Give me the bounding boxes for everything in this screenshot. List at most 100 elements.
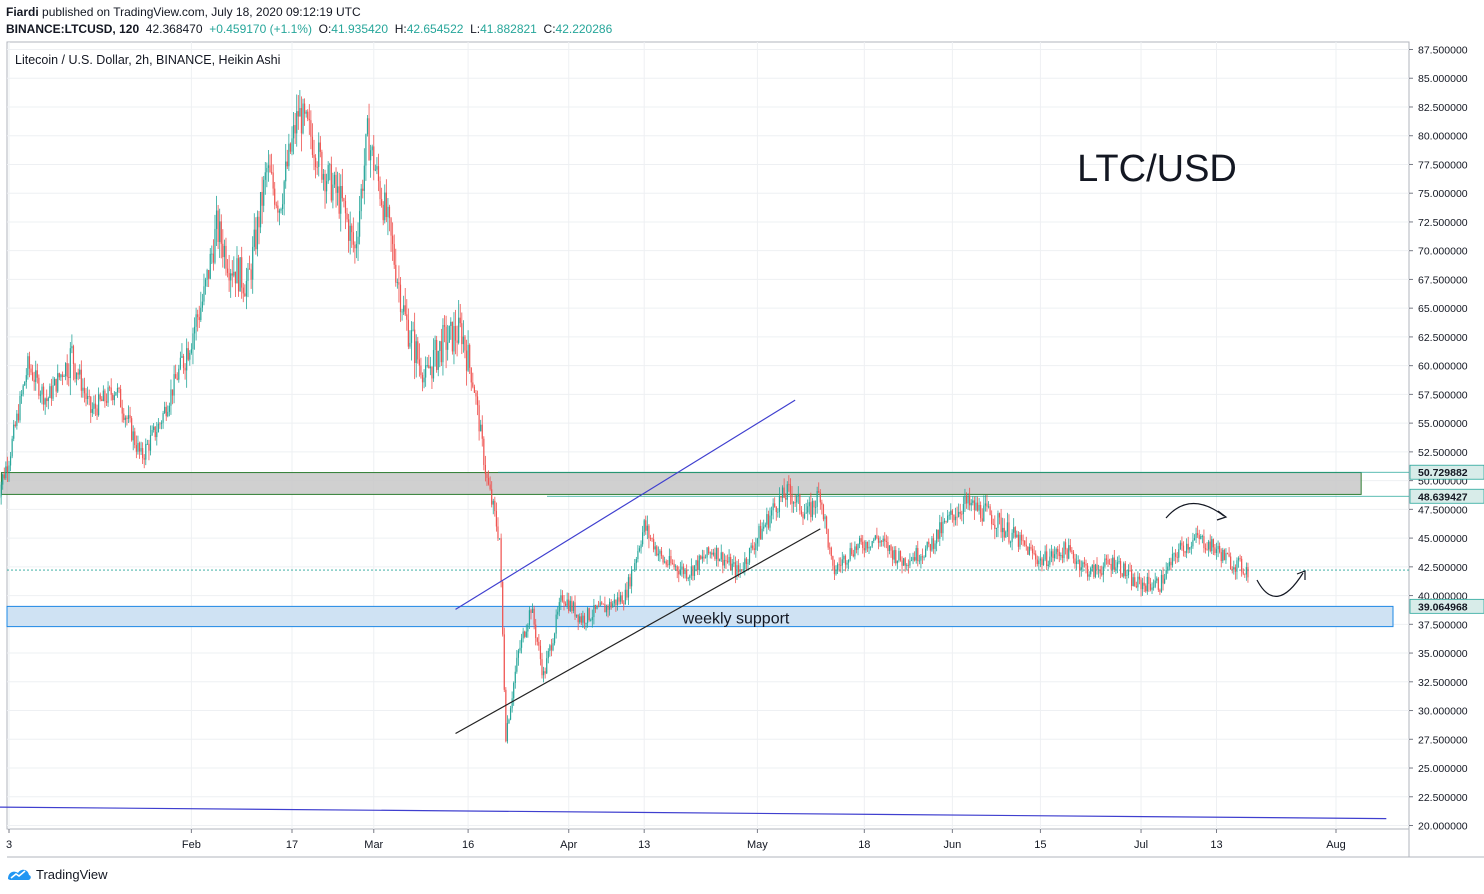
candle-body bbox=[494, 500, 496, 512]
candle-body bbox=[1028, 547, 1031, 555]
candle-body bbox=[476, 396, 479, 406]
candle-body bbox=[418, 359, 420, 366]
candle-body bbox=[646, 525, 648, 531]
candle-body bbox=[987, 506, 990, 508]
candle-body bbox=[788, 484, 790, 486]
candle-body bbox=[774, 503, 776, 507]
candle-body bbox=[679, 569, 681, 575]
candle-body bbox=[154, 426, 156, 438]
candle-body bbox=[127, 415, 130, 419]
candle-body bbox=[189, 352, 191, 360]
candle-body bbox=[1027, 546, 1029, 555]
candle-body bbox=[214, 228, 216, 263]
candle-body bbox=[6, 466, 9, 472]
candle-body bbox=[1102, 566, 1104, 575]
candle-body bbox=[348, 219, 350, 241]
candle-body bbox=[215, 210, 218, 229]
candle-body bbox=[741, 569, 743, 571]
candle-body bbox=[621, 595, 623, 604]
candle-body bbox=[74, 364, 76, 380]
candle-body bbox=[1142, 582, 1144, 590]
candle-body bbox=[840, 564, 842, 566]
publish-text: published on TradingView.com, July 18, 2… bbox=[42, 5, 361, 19]
candle-body bbox=[929, 544, 931, 551]
candle-body bbox=[890, 545, 892, 551]
candle-body bbox=[87, 396, 89, 400]
candle-body bbox=[1201, 536, 1203, 537]
candle-body bbox=[964, 495, 966, 505]
symbol-label: BINANCE:LTCUSD, 120 bbox=[6, 22, 140, 36]
candle-body bbox=[514, 671, 516, 684]
candle-body bbox=[926, 541, 928, 549]
candle-body bbox=[708, 547, 710, 554]
candle-body bbox=[165, 406, 167, 417]
candle-body bbox=[187, 348, 189, 360]
candles bbox=[0, 90, 1249, 744]
tradingview-footer[interactable]: TradingView bbox=[6, 866, 108, 882]
candle-body bbox=[723, 559, 725, 566]
candle-body bbox=[602, 603, 604, 605]
candle-body bbox=[291, 138, 293, 152]
candle-body bbox=[390, 218, 392, 236]
candle-body bbox=[470, 367, 472, 383]
candle-body bbox=[1135, 585, 1137, 588]
candle-body bbox=[590, 619, 592, 621]
author-name[interactable]: Fiardi bbox=[6, 5, 39, 19]
channel-upper-line bbox=[455, 399, 796, 610]
candle-body bbox=[308, 118, 310, 121]
open-value: 41.935420 bbox=[331, 22, 389, 36]
candle-body bbox=[1061, 555, 1064, 559]
candle-body bbox=[395, 264, 397, 283]
candle-body bbox=[892, 550, 894, 560]
candle-body bbox=[263, 179, 265, 206]
x-tick-label: 13 bbox=[1210, 839, 1222, 851]
y-tick-label: 27.500000 bbox=[1418, 734, 1468, 746]
candle-body bbox=[874, 535, 876, 540]
candle-body bbox=[907, 564, 909, 566]
candle-body bbox=[142, 448, 144, 459]
candle-body bbox=[322, 173, 325, 180]
candle-body bbox=[148, 443, 150, 451]
candle-body bbox=[118, 387, 120, 389]
candle-body bbox=[269, 165, 271, 172]
candle-body bbox=[1104, 558, 1106, 567]
candle-body bbox=[461, 323, 463, 345]
candle-body bbox=[1086, 565, 1089, 577]
candle-body bbox=[574, 602, 576, 617]
candle-body bbox=[217, 210, 219, 242]
candle-body bbox=[126, 417, 128, 419]
candle-body bbox=[266, 167, 268, 173]
candle-body bbox=[497, 526, 499, 539]
candle-body bbox=[77, 372, 79, 375]
candle-body bbox=[220, 221, 222, 244]
candle-body bbox=[237, 258, 240, 292]
candle-body bbox=[134, 431, 136, 446]
candle-body bbox=[355, 243, 358, 249]
candle-body bbox=[90, 396, 92, 413]
candle-body bbox=[654, 546, 656, 550]
candle-body bbox=[1097, 569, 1100, 571]
candle-body bbox=[423, 377, 425, 383]
candle-body bbox=[1186, 543, 1188, 553]
candle-body bbox=[1182, 545, 1185, 552]
y-tick-label: 72.500000 bbox=[1418, 217, 1468, 229]
candle-body bbox=[714, 552, 716, 559]
candle-body bbox=[796, 495, 798, 503]
candle-body bbox=[522, 631, 524, 639]
candle-body bbox=[1003, 527, 1005, 538]
candle-body bbox=[865, 541, 867, 551]
candle-body bbox=[1223, 549, 1225, 561]
candle-body bbox=[986, 503, 988, 507]
candle-body bbox=[657, 553, 659, 556]
candle-body bbox=[505, 689, 507, 742]
candle-body bbox=[564, 603, 567, 606]
candle-body bbox=[420, 365, 422, 376]
candle-body bbox=[47, 397, 49, 402]
candle-body bbox=[9, 456, 12, 466]
y-tick-label: 42.500000 bbox=[1418, 562, 1468, 574]
candle-body bbox=[1187, 543, 1189, 550]
candle-body bbox=[803, 513, 806, 519]
candle-body bbox=[664, 561, 666, 563]
candle-body bbox=[1119, 561, 1122, 574]
